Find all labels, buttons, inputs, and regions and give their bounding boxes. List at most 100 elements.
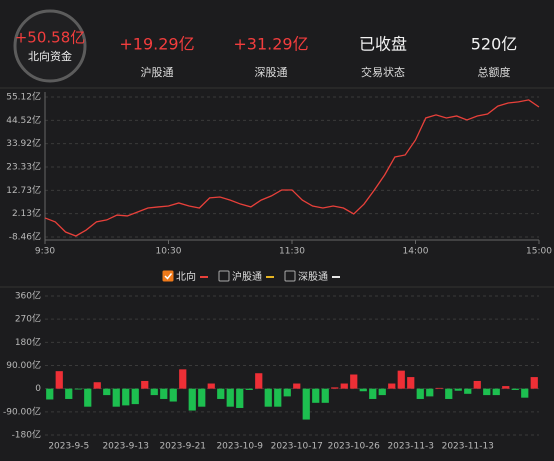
total-value: +50.58亿 [15,29,86,47]
bar [207,383,215,389]
x-tick-label: 2023-9-21 [159,442,206,452]
bar [160,388,168,399]
legend-checkbox[interactable] [162,270,174,282]
bar [331,387,339,389]
y-tick-label: 33.92亿 [6,137,41,149]
bar [511,388,519,390]
bar [55,371,63,389]
bar [483,388,491,396]
bar [397,370,405,389]
y-tick-label: 360亿 [15,290,41,302]
bar [131,388,139,405]
stat-label: 总额度 [478,65,511,79]
bar [426,388,434,397]
y-tick-label: 180亿 [15,336,41,348]
x-tick-label: 2023-11-13 [442,442,494,452]
y-tick-label: -180亿 [12,429,41,441]
legend-label: 北向 [176,270,196,283]
bar [46,388,54,400]
bar [369,388,377,399]
y-tick-label: 270亿 [15,313,41,325]
bar [416,388,424,399]
x-tick-label: 2023-10-26 [328,442,381,452]
stat-value: +19.29亿 [119,35,194,54]
y-tick-label: -8.46亿 [9,231,41,243]
bar [188,388,196,411]
x-tick-label: 2023-10-17 [271,442,323,452]
bar [150,388,158,396]
stat-label: 交易状态 [361,65,405,79]
bar [502,386,510,389]
bar [141,380,149,389]
bar [93,382,101,389]
stat-label: 沪股通 [141,65,174,79]
bar [274,388,282,407]
bar [473,380,481,389]
bar [179,369,187,389]
bar [378,388,386,396]
y-tick-label: 0 [35,384,41,394]
stat-value: 520亿 [471,35,518,54]
bar [217,388,225,399]
x-tick-label: 2023-9-13 [102,442,149,452]
bar [302,388,310,420]
bar [74,388,82,390]
bar [521,388,529,398]
bar [283,388,291,397]
bar [445,388,453,399]
y-tick-label: 90.00亿 [6,359,41,371]
x-tick-label: 10:30 [156,247,182,257]
bar [340,383,348,389]
x-tick-label: 15:00 [526,247,552,257]
bar [65,388,73,399]
bar [245,388,253,390]
bar [236,388,244,408]
y-tick-label: 55.12亿 [6,91,41,103]
stat-value: +31.29亿 [233,35,308,54]
legend-label: 沪股通 [232,270,262,283]
bar [407,377,415,389]
bar [454,388,462,391]
legend-checkbox[interactable] [218,270,230,282]
legend-check [164,273,173,280]
legend-checkbox[interactable] [284,270,296,282]
bar [264,388,272,407]
y-tick-label: 2.13亿 [12,207,41,219]
bar [312,388,320,403]
bar [198,388,206,407]
bar [435,387,443,389]
bar [112,388,120,407]
stat-label: 深股通 [255,66,288,79]
bar [492,388,500,396]
bar [464,388,472,394]
y-tick-label: 44.52亿 [6,114,41,126]
y-tick-label: 23.33亿 [6,161,41,173]
legend-label: 深股通 [298,271,328,283]
flow-line [44,99,540,237]
bar [359,388,367,392]
x-tick-label: 2023-11-3 [387,442,434,452]
bar [293,383,301,389]
x-tick-label: 11:30 [279,247,305,257]
bar [255,373,263,389]
x-tick-label: 14:00 [403,247,429,257]
x-tick-label: 2023-9-5 [48,442,89,452]
bar [103,388,111,396]
stat-value: 已收盘 [359,35,407,54]
x-tick-label: 2023-10-9 [216,442,263,452]
bar [321,388,329,403]
total-label: 北向资金 [28,49,72,63]
x-tick-label: 9:30 [35,247,55,257]
bar [169,388,177,402]
bar [530,377,538,389]
bar [84,388,92,407]
y-tick-label: 12.73亿 [6,184,41,196]
bar [122,388,130,406]
bar [350,374,358,389]
bar [226,388,234,407]
total-ring [13,9,87,83]
y-tick-label: -90.00亿 [3,405,41,417]
